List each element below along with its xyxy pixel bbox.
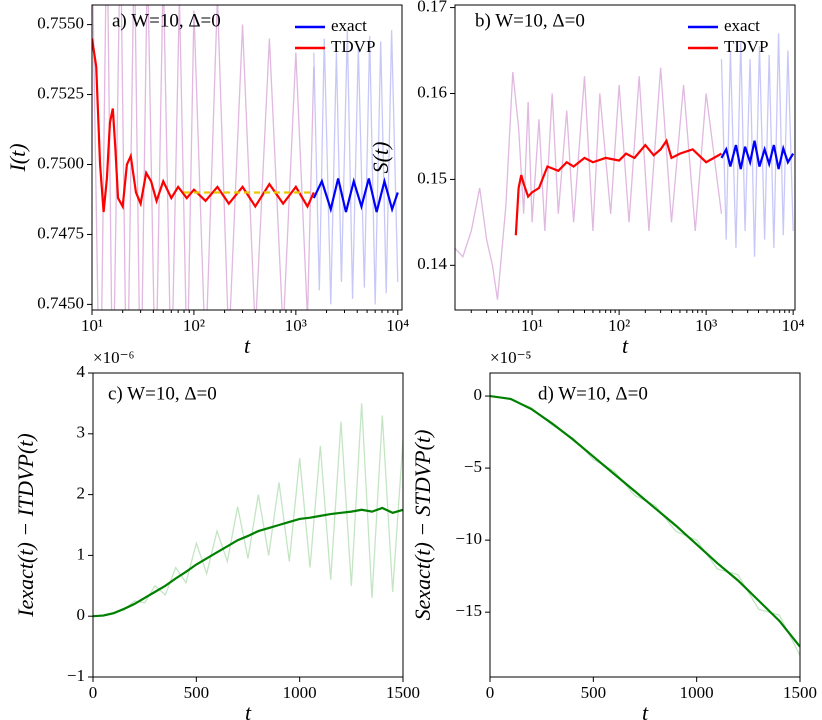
y-tick-label: −5 — [464, 457, 482, 476]
y-tick-label: 0 — [474, 385, 483, 404]
y-tick-label: −10 — [455, 529, 482, 548]
plot-frame — [92, 372, 404, 678]
x-tick-label: 10² — [608, 316, 630, 335]
y-tick-label: 4 — [77, 362, 86, 381]
series-line — [313, 30, 399, 305]
x-tick-label: 500 — [581, 683, 607, 702]
plot-frame — [454, 4, 796, 311]
series-line — [93, 403, 403, 617]
x-axis-label: t — [642, 700, 649, 720]
x-tick-label: 10³ — [285, 316, 307, 335]
legend-label: TDVP — [724, 37, 768, 56]
annotation: c) W=10, Δ=0 — [108, 383, 217, 404]
y-tick-label: 0.7475 — [37, 223, 84, 242]
plot-area — [93, 403, 403, 618]
offset-text: ×10⁻⁶ — [93, 348, 135, 367]
series-line — [92, 5, 315, 310]
y-axis-label: S(t) — [368, 142, 393, 174]
series-line — [720, 33, 794, 257]
x-tick-label: 0 — [486, 683, 495, 702]
plot-frame — [91, 4, 403, 311]
legend-label: exact — [724, 16, 760, 35]
x-tick-label: 1500 — [783, 683, 817, 702]
series-line — [490, 395, 800, 656]
x-axis-label: t — [622, 333, 629, 358]
y-tick-label: 0.16 — [417, 82, 447, 101]
y-axis-label: I(t) — [5, 143, 30, 172]
offset-text: ×10⁻⁵ — [490, 348, 532, 367]
x-tick-label: 10⁴ — [782, 316, 805, 335]
series-line — [455, 67, 723, 300]
legend-label: exact — [331, 16, 367, 35]
series-line — [312, 176, 399, 214]
x-tick-label: 10⁴ — [386, 316, 409, 335]
series-line — [720, 140, 795, 170]
x-tick-label: 10² — [183, 316, 205, 335]
annotation: d) W=10, Δ=0 — [538, 383, 648, 404]
x-tick-label: 1000 — [680, 683, 714, 702]
y-tick-label: 0.7450 — [37, 293, 84, 312]
legend-label: TDVP — [331, 37, 375, 56]
x-axis-label: t — [245, 700, 252, 720]
plot-area — [92, 5, 399, 310]
y-tick-label: 0.15 — [417, 168, 447, 187]
plot-area — [490, 394, 800, 656]
series-line — [514, 138, 722, 236]
x-axis-label: t — [244, 333, 251, 358]
y-tick-label: 0.14 — [417, 254, 447, 273]
annotation: b) W=10, Δ=0 — [475, 10, 585, 31]
annotation: a) W=10, Δ=0 — [112, 10, 221, 31]
x-tick-label: 1500 — [386, 683, 420, 702]
y-tick-label: 0.17 — [417, 0, 447, 15]
x-tick-label: 1000 — [283, 683, 317, 702]
y-axis-label: Iexact(t) − ITDVP(t) — [13, 433, 38, 617]
y-tick-label: 3 — [77, 423, 86, 442]
y-tick-label: 1 — [77, 544, 86, 563]
x-tick-label: 10¹ — [81, 316, 103, 335]
y-tick-label: 0.7500 — [37, 153, 84, 172]
y-tick-label: −1 — [67, 666, 85, 685]
plot-area — [455, 33, 795, 300]
x-tick-label: 0 — [89, 683, 98, 702]
y-tick-label: 0.7525 — [37, 83, 84, 102]
y-tick-label: −15 — [455, 601, 482, 620]
x-tick-label: 10³ — [695, 316, 717, 335]
series-line — [92, 38, 315, 213]
series-line — [93, 506, 403, 618]
series-line — [490, 394, 800, 648]
x-tick-label: 10¹ — [521, 316, 543, 335]
x-tick-label: 500 — [184, 683, 210, 702]
plot-frame — [489, 372, 801, 678]
y-axis-label: Sexact(t) − STDVP(t) — [410, 430, 435, 621]
y-tick-label: 2 — [77, 484, 86, 503]
y-tick-label: 0.7550 — [37, 13, 84, 32]
y-tick-label: 0 — [77, 605, 86, 624]
